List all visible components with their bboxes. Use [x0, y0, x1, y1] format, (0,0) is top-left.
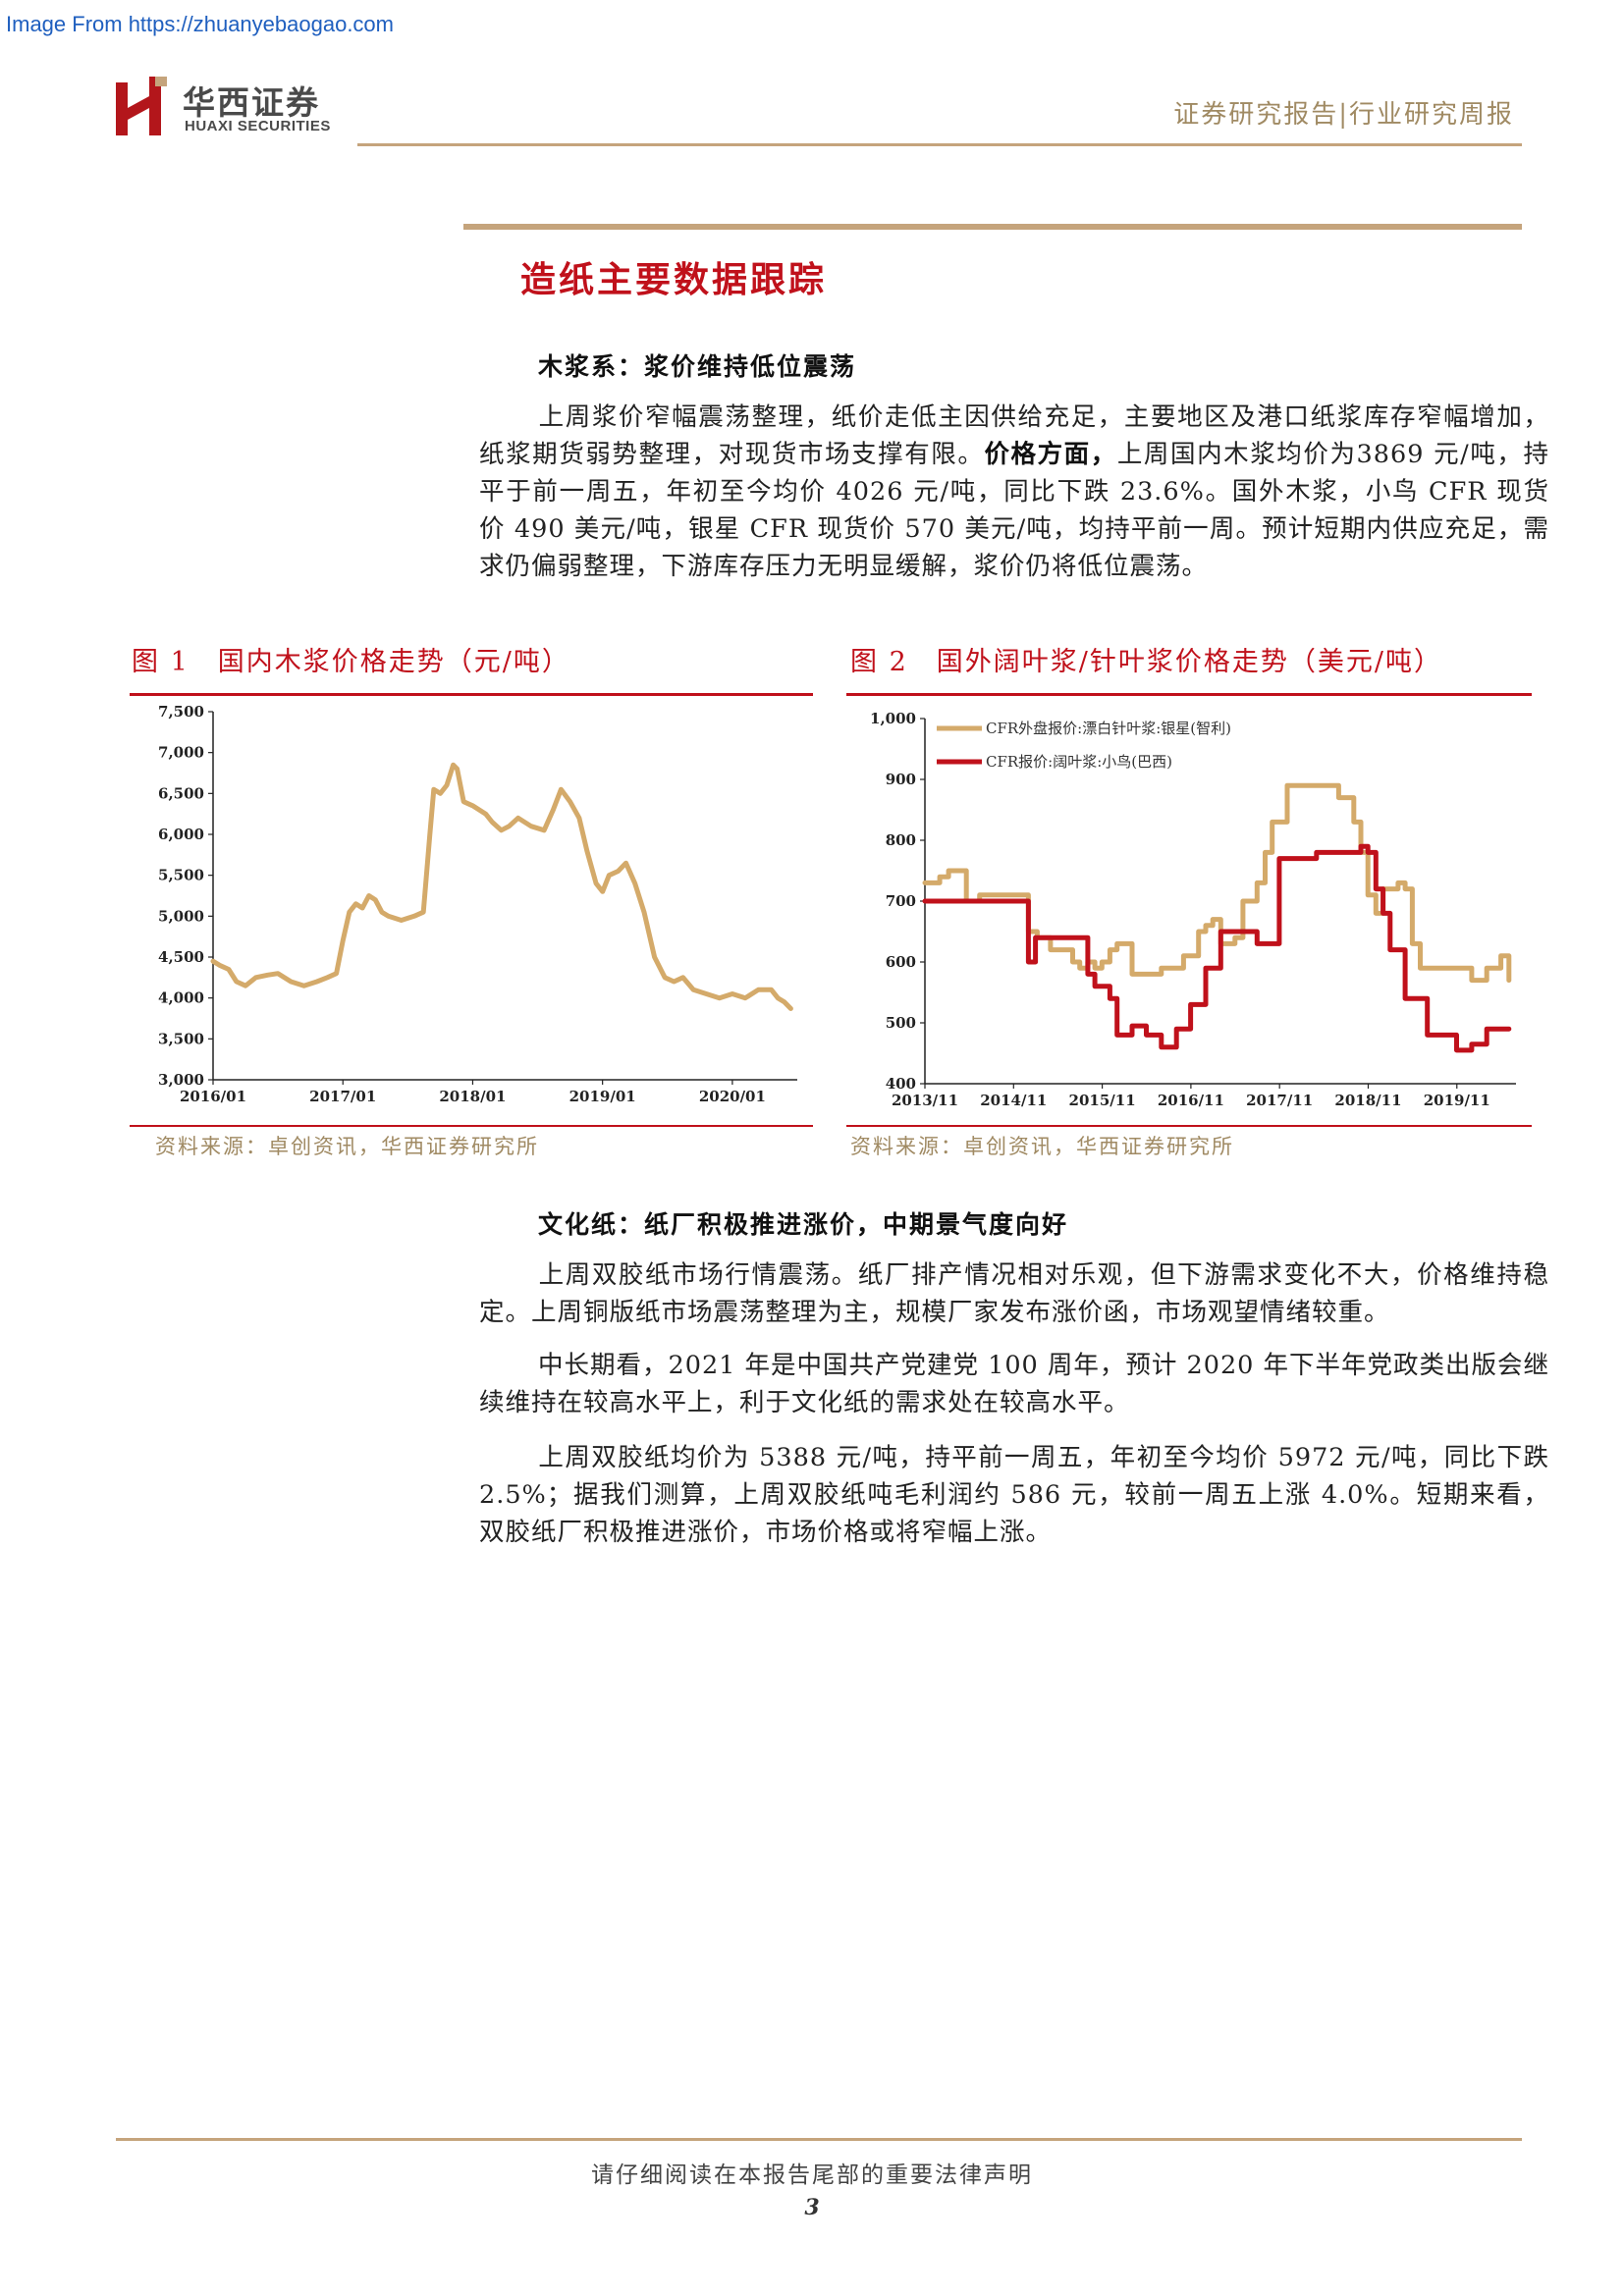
legend-label-1: CFR报价:阔叶浆:小鸟(巴西): [986, 753, 1172, 771]
x-tick-label: 2014/11: [980, 1092, 1047, 1109]
y-tick-label: 400: [886, 1075, 916, 1093]
legal-notice: 请仔细阅读在本报告尾部的重要法律声明: [591, 2163, 1033, 2188]
x-tick-label: 2016/11: [1158, 1092, 1224, 1109]
header-divider: [357, 143, 1522, 146]
x-tick-label: 2017/11: [1246, 1092, 1313, 1109]
report-type: 证券研究报告|行业研究周报: [1173, 100, 1514, 130]
footer-divider: [116, 2138, 1522, 2141]
y-tick-label: 3,000: [158, 1071, 204, 1089]
cultural-text-2: 中长期看，2021 年是中国共产党建党 100 周年，预计 2020 年下半年党…: [479, 1351, 1549, 1417]
y-tick-label: 7,500: [158, 703, 204, 721]
cultural-text-1: 上周双胶纸市场行情震荡。纸厂排产情况相对乐观，但下游需求变化不大，价格维持稳定。…: [479, 1260, 1549, 1327]
series-line-1: [922, 843, 1512, 1053]
y-tick-label: 7,000: [158, 744, 204, 762]
x-tick-label: 2018/11: [1334, 1092, 1401, 1109]
cultural-text-3: 上周双胶纸均价为 5388 元/吨，持平前一周五，年初至今均价 5972 元/吨…: [479, 1443, 1549, 1547]
figure-1-chart: 3,000 3,500 4,000 4,500 5,000 5,500 6,000 6,500…: [158, 703, 797, 1105]
figure-1-bottom-rule: [130, 1125, 813, 1127]
pulp-paragraph: 上周浆价窄幅震荡整理，纸价走低主因供给充足，主要地区及港口纸浆库存窄幅增加， 纸…: [479, 399, 1549, 585]
x-tick-label: 2020/01: [699, 1088, 766, 1105]
pulp-heading: 木浆系：浆价维持低位震荡: [538, 352, 857, 381]
figure-2-title: 图 2 国外阔叶浆/针叶浆价格走势（美元/吨）: [850, 647, 1442, 677]
figure-2-source: 资料来源：卓创资讯，华西证券研究所: [850, 1135, 1234, 1158]
cultural-heading: 文化纸：纸厂积极推进涨价，中期景气度向好: [538, 1210, 1069, 1239]
pulp-text-b: 上周国内木浆均价为3869 元/吨，持平于前一周五，年初至今均价 4026 元/…: [479, 440, 1549, 581]
y-tick-label: 700: [886, 892, 916, 910]
y-tick-label: 5,000: [158, 907, 204, 925]
pulp-text-bold: 价格方面，: [984, 440, 1117, 469]
section-divider: [463, 224, 1522, 230]
y-tick-label: 4,000: [158, 989, 204, 1007]
series-line-0: [922, 782, 1512, 984]
y-tick-label: 500: [886, 1014, 916, 1032]
figure-1-source: 资料来源：卓创资讯，华西证券研究所: [155, 1135, 539, 1158]
series-line-0: [210, 762, 793, 1011]
cultural-paragraph-2: 中长期看，2021 年是中国共产党建党 100 周年，预计 2020 年下半年党…: [479, 1347, 1549, 1421]
cultural-paragraph-3: 上周双胶纸均价为 5388 元/吨，持平前一周五，年初至今均价 5972 元/吨…: [479, 1439, 1549, 1551]
y-tick-label: 6,000: [158, 826, 204, 843]
y-tick-label: 800: [886, 831, 916, 849]
figure-2-chart: 400 500 600 700 800 900 1,000 2013/11 2014/11 201…: [870, 710, 1516, 1109]
y-tick-label: 4,500: [158, 948, 204, 966]
x-tick-label: 2017/01: [309, 1088, 376, 1105]
x-tick-label: 2016/01: [180, 1088, 246, 1105]
legend-label-0: CFR外盘报价:漂白针叶浆:银星(智利): [986, 720, 1231, 737]
figure-1-title: 图 1 国内木浆价格走势（元/吨）: [132, 647, 570, 677]
y-tick-label: 5,500: [158, 867, 204, 884]
y-tick-label: 900: [886, 771, 916, 788]
x-tick-label: 2019/01: [569, 1088, 636, 1105]
huaxi-logo-icon: [116, 77, 167, 135]
logo-name-cn: 华西证券: [183, 83, 320, 122]
section-title: 造纸主要数据跟踪: [520, 259, 828, 300]
figure-1-top-rule: [130, 693, 813, 696]
y-tick-label: 600: [886, 953, 916, 971]
pulp-text-a: 上周浆价窄幅震荡整理，纸价走低主因供给充足，主要地区及港口纸浆库存窄幅增加， 纸…: [479, 402, 1549, 469]
x-tick-label: 2018/01: [439, 1088, 506, 1105]
logo-name-en: HUAXI SECURITIES: [185, 118, 331, 134]
figure-2-top-rule: [846, 693, 1532, 696]
x-tick-label: 2019/11: [1424, 1092, 1490, 1109]
x-tick-label: 2013/11: [892, 1092, 958, 1109]
y-tick-label: 3,500: [158, 1030, 204, 1047]
watermark-text: Image From https://zhuanyebaogao.com: [6, 12, 394, 36]
figure-2-bottom-rule: [846, 1125, 1532, 1127]
y-tick-label: 6,500: [158, 784, 204, 802]
page-number: 3: [804, 2195, 820, 2220]
x-tick-label: 2015/11: [1069, 1092, 1136, 1109]
cultural-paragraph-1: 上周双胶纸市场行情震荡。纸厂排产情况相对乐观，但下游需求变化不大，价格维持稳定。…: [479, 1256, 1549, 1331]
y-tick-label: 1,000: [870, 710, 916, 727]
